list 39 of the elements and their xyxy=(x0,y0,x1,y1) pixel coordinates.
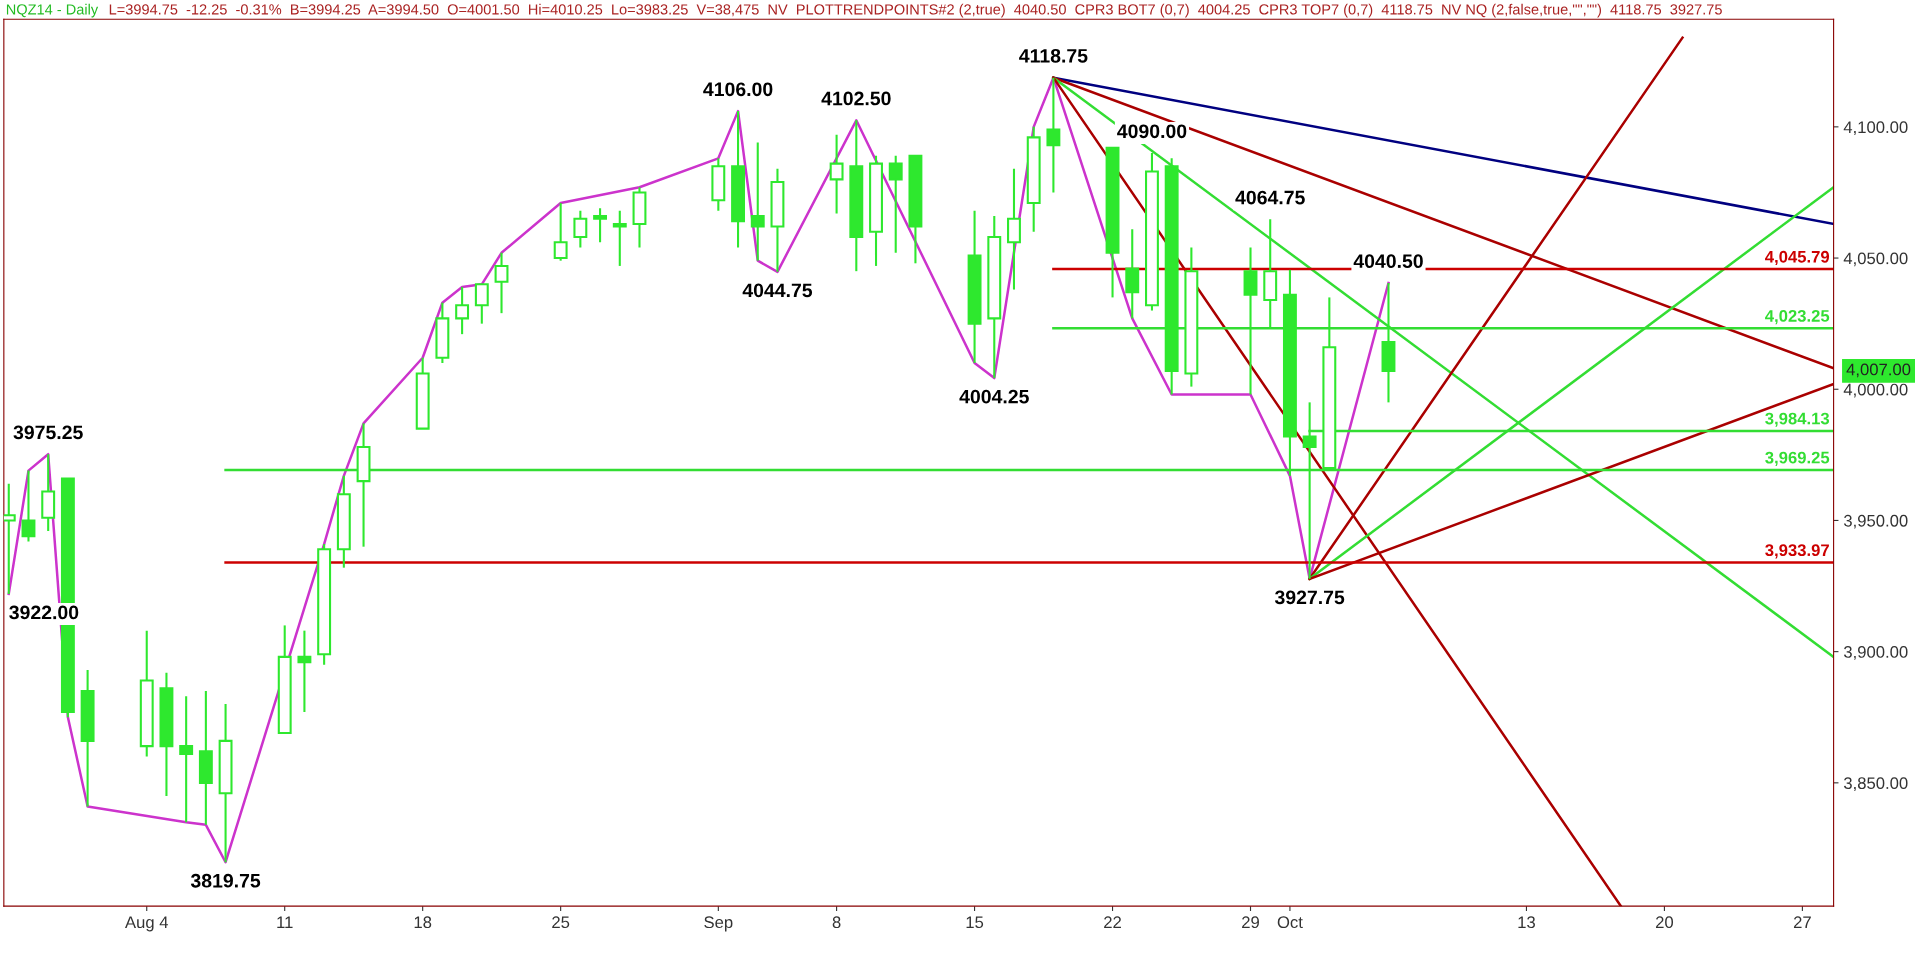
x-tick-label: 27 xyxy=(1793,916,1811,928)
x-tick-label: 15 xyxy=(966,916,984,929)
series-label: 3,933.97 xyxy=(1765,544,1829,559)
annotation: 4090.00 xyxy=(1117,124,1187,139)
annotation: 4064.75 xyxy=(1235,190,1305,205)
x-tick-label: 18 xyxy=(414,916,432,929)
annotation: 4,007.00 xyxy=(1846,363,1911,378)
x-tick-label: 22 xyxy=(1104,916,1121,928)
y-tick-label: 3,850.00 xyxy=(1843,777,1908,792)
y-tick-label: 4,000.00 xyxy=(1843,383,1908,398)
x-tick-label: Aug 4 xyxy=(125,916,169,932)
y-tick-label: 3,950.00 xyxy=(1843,514,1908,529)
annotation: 4044.75 xyxy=(742,283,813,298)
annotation: 3819.75 xyxy=(190,873,261,888)
annotation: 4102.50 xyxy=(821,91,891,106)
chart-title: NQZ14 - Daily xyxy=(6,3,99,18)
annotation: 3922.00 xyxy=(9,605,79,620)
annotation: 4040.50 xyxy=(1353,254,1423,269)
x-tick-label: Sep xyxy=(704,916,733,932)
y-tick-label: 4,050.00 xyxy=(1843,252,1908,267)
series-label: 4,023.25 xyxy=(1765,310,1830,325)
x-tick-label: 8 xyxy=(832,916,841,929)
x-tick-label: 20 xyxy=(1655,916,1674,929)
annotation: 3927.75 xyxy=(1274,590,1345,605)
annotation: 4106.00 xyxy=(703,82,773,97)
x-tick-label: 29 xyxy=(1242,916,1259,929)
y-tick-label: 3,900.00 xyxy=(1843,646,1908,660)
chart-subtitle: L=3994.75 -12.25 -0.31% B=3994.25 A=3994.50 O=4001.50 Hi=4010.25 Lo=3983.25 V=38,475 NV PLOTTRENDPOINTS#2 (2,true) 4040.50 CPR3 BOT7 (0,7) 4004.25 CPR3 TOP7 (0,7) 4118.75 NV NQ (2,false,true,"","") 4118.75 3927.75 xyxy=(109,3,1722,18)
y-tick-label: 4,100.00 xyxy=(1843,121,1908,136)
annotation: 4004.25 xyxy=(959,389,1029,404)
x-tick-label: 25 xyxy=(552,916,570,929)
x-tick-label: Oct xyxy=(1277,916,1303,929)
series-label: 3,969.25 xyxy=(1765,451,1830,466)
series-label: 3,984.13 xyxy=(1765,412,1830,427)
x-tick-label: 11 xyxy=(277,916,293,928)
annotation: 3975.25 xyxy=(13,425,83,440)
annotation: 4118.75 xyxy=(1019,48,1088,63)
series-label: 4,045.79 xyxy=(1765,250,1830,266)
x-tick-label: 13 xyxy=(1518,916,1535,929)
